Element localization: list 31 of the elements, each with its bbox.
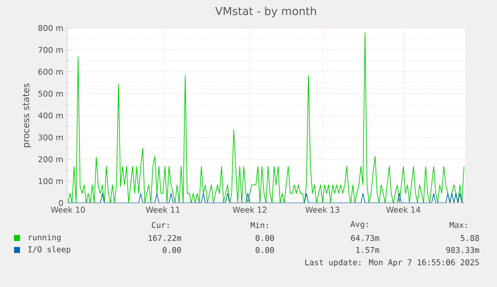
y-tick-label: 400 m [38, 112, 63, 119]
y-tick-label: 0 [58, 200, 63, 206]
y-tick-label: 100 m [38, 178, 63, 184]
text: Max: [450, 222, 467, 228]
text: 5.88 [460, 234, 479, 242]
text: Avg: [350, 221, 368, 229]
x-tick-label: Week 14 [386, 206, 420, 213]
y-tick-label: 500 m [38, 90, 63, 97]
y-tick-label: 600 m [38, 68, 63, 75]
text: 0.00 [162, 246, 181, 254]
y-axis-title: process states [22, 83, 31, 148]
y-tick-label: 800 m [38, 24, 63, 32]
text: 0.00 [256, 246, 274, 254]
text: 64.73m [351, 234, 380, 242]
x-tick-label: Week 10 [50, 206, 85, 213]
legend-label: I/O sleep [28, 246, 70, 254]
text: 167.22m [148, 234, 182, 242]
text: 0.00 [256, 234, 274, 242]
x-tick-label: Week 13 [306, 206, 340, 213]
text: Cur: [152, 222, 169, 228]
text: Last update: Mon Apr 7 16:55:06 2025 [305, 259, 479, 267]
y-tick-label: 700 m [38, 46, 63, 53]
y-tick-label: 200 m [38, 156, 63, 162]
x-tick-label: Week 12 [232, 206, 266, 213]
text: Min: [250, 222, 268, 228]
text: 983.33m [446, 246, 480, 254]
y-tick-label: 300 m [38, 134, 63, 140]
legend-label: running [28, 234, 60, 242]
x-tick-label: Week 11 [146, 206, 180, 213]
chart-title: VMstat - by month [215, 6, 316, 18]
text: 1.57m [356, 247, 380, 253]
